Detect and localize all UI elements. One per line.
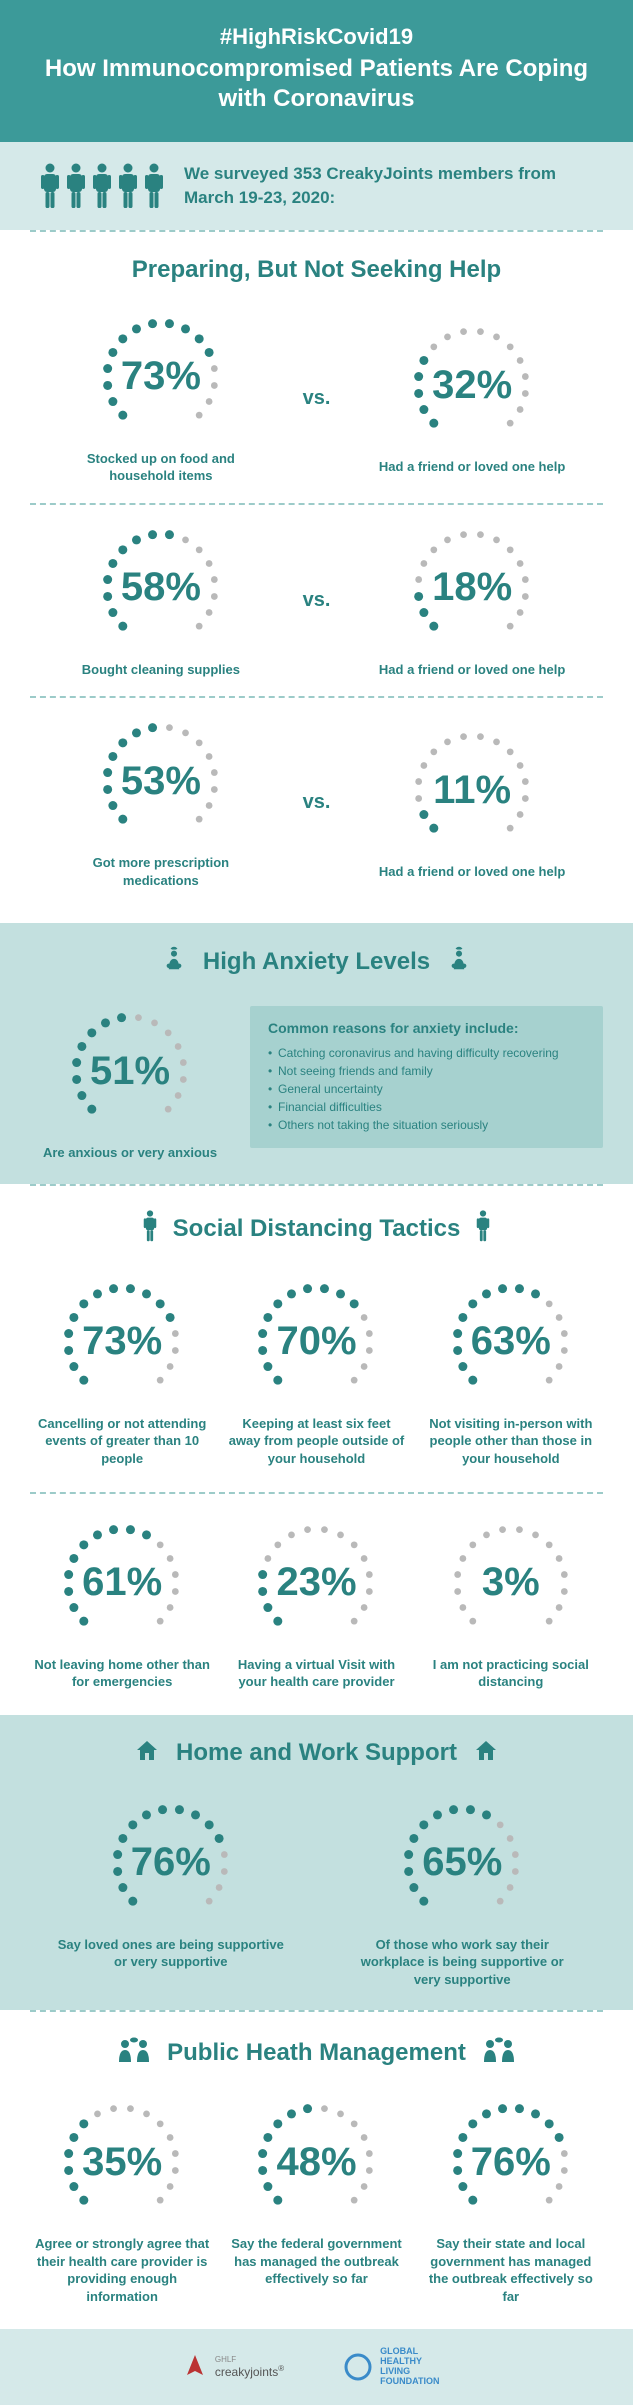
divider — [30, 696, 603, 698]
stat-item: 61%Not leaving home other than for emerg… — [32, 1518, 212, 1691]
page-title: How Immunocompromised Patients Are Copin… — [30, 54, 603, 114]
stat-item: 76%Say their state and local government … — [421, 2097, 601, 2305]
anxiety-reason: Not seeing friends and family — [268, 1062, 585, 1080]
section-publichealth: Public Heath Management 35%Agree or stro… — [0, 2012, 633, 2329]
stat-item: 32%Had a friend or loved one help — [372, 320, 572, 476]
section-anxiety: High Anxiety Levels 51% Are anxious or v… — [0, 923, 633, 1184]
creakyjoints-logo: GHLFcreakyjoints® — [183, 2353, 284, 2381]
home-icon — [473, 1737, 499, 1770]
stat-caption: Had a friend or loved one help — [372, 458, 572, 476]
section-title: High Anxiety Levels — [30, 945, 603, 978]
vs-label: vs. — [303, 589, 331, 612]
stat-item: 48%Say the federal government has manage… — [226, 2097, 406, 2305]
stat-item: 11%Had a friend or loved one help — [372, 725, 572, 881]
survey-bar: We surveyed 353 CreakyJoints members fro… — [0, 142, 633, 230]
stat-caption: Got more prescription medications — [61, 854, 261, 889]
anxiety-reason: Others not taking the situation seriousl… — [268, 1116, 585, 1134]
section-preparing: Preparing, But Not Seeking Help 73%Stock… — [0, 232, 633, 924]
survey-text: We surveyed 353 CreakyJoints members fro… — [184, 162, 593, 210]
stat-item: 35%Agree or strongly agree that their he… — [32, 2097, 212, 2305]
footer: GHLFcreakyjoints® GLOBAL HEALTHY LIVING … — [0, 2329, 633, 2405]
stat-caption: Agree or strongly agree that their healt… — [32, 2235, 212, 2305]
anxiety-reason: General uncertainty — [268, 1080, 585, 1098]
stat-item: 76%Say loved ones are being supportive o… — [56, 1798, 286, 1989]
stat-caption: Not leaving home other than for emergenc… — [32, 1656, 212, 1691]
vs-row: 53%Got more prescription medications vs. 1… — [40, 716, 593, 889]
vs-row: 73%Stocked up on food and household item… — [40, 312, 593, 485]
anxious-person-icon — [161, 945, 187, 978]
stat-item: 73%Cancelling or not attending events of… — [32, 1277, 212, 1468]
stat-item: 63%Not visiting in-person with people ot… — [421, 1277, 601, 1468]
stat-item: 23%Having a virtual Visit with your heal… — [226, 1518, 406, 1691]
ghlf-logo: GLOBAL HEALTHY LIVING FOUNDATION — [344, 2347, 450, 2387]
stat-item: 18%Had a friend or loved one help — [372, 523, 572, 679]
section-title: Public Heath Management — [30, 2036, 603, 2069]
stat-caption: Stocked up on food and household items — [61, 450, 261, 485]
anxiety-stat: 51% Are anxious or very anxious — [30, 1006, 230, 1162]
people-icons — [40, 163, 164, 209]
stat-caption: Had a friend or loved one help — [372, 863, 572, 881]
section-title: Preparing, But Not Seeking Help — [30, 256, 603, 284]
stat-caption: Say their state and local government has… — [421, 2235, 601, 2305]
divider — [30, 503, 603, 505]
doctor-patient-icon — [117, 2036, 151, 2069]
stat-item: 70%Keeping at least six feet away from p… — [226, 1277, 406, 1468]
stat-item: 53%Got more prescription medications — [61, 716, 261, 889]
section-homework: Home and Work Support 76%Say loved ones … — [0, 1715, 633, 2011]
person-icon — [476, 1210, 490, 1249]
vs-row: 58%Bought cleaning supplies vs. 18%Had a f… — [40, 523, 593, 679]
person-icon — [143, 1210, 157, 1249]
stat-caption: Having a virtual Visit with your health … — [226, 1656, 406, 1691]
stat-item: 73%Stocked up on food and household item… — [61, 312, 261, 485]
stat-caption: Of those who work say their workplace is… — [347, 1936, 577, 1989]
home-icon — [134, 1737, 160, 1770]
stat-item: 3%I am not practicing social distancing — [421, 1518, 601, 1691]
section-title: Social Distancing Tactics — [30, 1210, 603, 1249]
anxiety-reason: Financial difficulties — [268, 1098, 585, 1116]
stat-caption: Had a friend or loved one help — [372, 661, 572, 679]
stat-caption: Not visiting in-person with people other… — [421, 1415, 601, 1468]
stat-item: 58%Bought cleaning supplies — [61, 523, 261, 679]
doctor-patient-icon — [482, 2036, 516, 2069]
stat-caption: Say the federal government has managed t… — [226, 2235, 406, 2288]
section-title: Home and Work Support — [30, 1737, 603, 1770]
vs-label: vs. — [303, 791, 331, 814]
stat-item: 65%Of those who work say their workplace… — [347, 1798, 577, 1989]
section-distancing: Social Distancing Tactics 73%Cancelling … — [0, 1186, 633, 1715]
vs-label: vs. — [303, 387, 331, 410]
stat-caption: Keeping at least six feet away from peop… — [226, 1415, 406, 1468]
header: #HighRiskCovid19 How Immunocompromised P… — [0, 0, 633, 142]
anxiety-reasons-box: Common reasons for anxiety include: Catc… — [250, 1006, 603, 1148]
stat-caption: Cancelling or not attending events of gr… — [32, 1415, 212, 1468]
anxious-person-icon — [446, 945, 472, 978]
stat-caption: I am not practicing social distancing — [421, 1656, 601, 1691]
stat-caption: Say loved ones are being supportive or v… — [56, 1936, 286, 1971]
anxiety-reason: Catching coronavirus and having difficul… — [268, 1044, 585, 1062]
divider — [30, 1492, 603, 1494]
stat-caption: Bought cleaning supplies — [61, 661, 261, 679]
hashtag: #HighRiskCovid19 — [30, 24, 603, 50]
